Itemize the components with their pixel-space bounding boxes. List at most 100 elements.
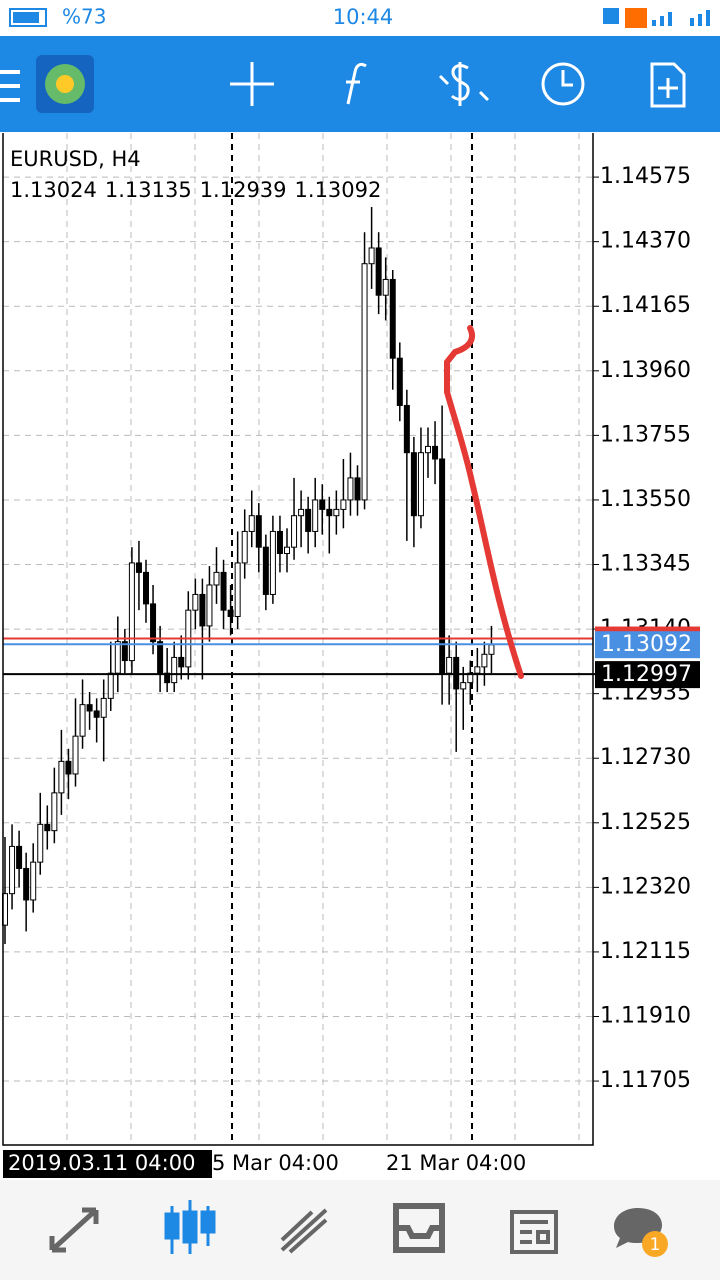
candle-body — [72, 735, 79, 775]
hand-drawing — [444, 325, 524, 679]
candle-body — [488, 644, 495, 655]
candle-body — [333, 508, 340, 517]
new-order-plus — [658, 78, 678, 98]
candle-body — [403, 404, 410, 454]
candle-body — [37, 823, 44, 863]
candle-body — [460, 682, 467, 690]
quotes-tab[interactable] — [49, 1207, 99, 1253]
candle-body — [171, 656, 178, 684]
candle-body — [382, 278, 389, 296]
candle-body — [135, 562, 142, 573]
chat-badge — [642, 1231, 668, 1257]
signal-icons — [652, 10, 710, 26]
clock: 10:44 — [333, 5, 394, 29]
candle-body — [262, 546, 269, 595]
y-tick-label: 1.13550 — [600, 487, 691, 512]
candle-body — [417, 452, 424, 517]
candle-body — [305, 508, 312, 532]
candle-body — [340, 499, 347, 510]
mt4-logo-center — [56, 75, 74, 93]
toolbar — [0, 36, 720, 132]
candle-body — [44, 823, 51, 832]
new-order-button[interactable] — [650, 62, 686, 108]
crosshair-button[interactable] — [230, 62, 274, 106]
toolbar-bg — [0, 36, 720, 132]
candle-body — [255, 515, 262, 548]
candle-body — [114, 641, 121, 674]
x-label: 5 Mar 04:00 — [212, 1151, 339, 1175]
chat-badge-count: 1 — [650, 1235, 661, 1255]
indicators-button[interactable] — [346, 62, 367, 105]
y-tick-label: 1.14575 — [600, 164, 691, 189]
cursor-time-bg — [3, 1150, 212, 1178]
menu-button[interactable] — [0, 70, 20, 102]
candle-body — [93, 710, 100, 718]
orange-icon — [625, 8, 647, 28]
symbol: EURUSD, H4 — [10, 147, 141, 171]
ohlc-value: 1.12939 — [200, 178, 287, 202]
candle-body — [121, 641, 128, 662]
battery-text: %73 — [62, 5, 106, 29]
candle-body — [248, 515, 255, 532]
level-label: 1.12997 — [601, 662, 692, 687]
y-tick-label: 1.13345 — [600, 552, 691, 577]
candle-body — [396, 357, 403, 406]
candle-body — [354, 477, 361, 501]
y-tick-label: 1.14165 — [600, 293, 691, 318]
candle-body — [481, 653, 488, 668]
ohlc-value: 1.13092 — [295, 178, 382, 202]
candle-body — [58, 760, 65, 794]
bid-label-bg — [595, 631, 700, 659]
y-tick-label: 1.12525 — [600, 810, 691, 835]
status-bar: %73 10:44 — [9, 5, 710, 29]
candle-body — [361, 263, 368, 501]
bottom-nav-bg — [0, 1180, 720, 1280]
candle-body — [157, 641, 164, 674]
candle-body — [199, 593, 206, 627]
level-label-bg — [595, 661, 700, 689]
candles — [2, 207, 495, 945]
candle-body — [298, 508, 305, 517]
candle-body — [312, 499, 319, 532]
trade-tab[interactable] — [280, 1208, 328, 1254]
candle-body — [51, 792, 58, 832]
candle-body — [143, 571, 149, 605]
ohlc-value: 1.13135 — [105, 178, 192, 202]
candle-body — [30, 861, 37, 901]
candle-body — [326, 508, 333, 517]
candle-body — [86, 704, 93, 712]
candle-body — [425, 445, 431, 454]
chart-tab[interactable] — [164, 1200, 216, 1254]
trade-button[interactable] — [438, 62, 490, 106]
candle-body — [65, 760, 72, 775]
candle-body — [375, 247, 382, 296]
candle-body — [241, 530, 248, 564]
ohlc: 1.13024 1.13135 1.12939 1.13092 — [10, 178, 381, 202]
candle-body — [432, 445, 439, 460]
candle-body — [368, 247, 375, 265]
y-tick-label: 1.12320 — [600, 874, 691, 899]
y-tick-label: 1.12115 — [600, 939, 691, 964]
candle-body — [291, 515, 298, 548]
battery-icon — [9, 8, 47, 27]
candle-body — [192, 593, 199, 611]
candle-body — [347, 477, 354, 501]
candle-body — [9, 845, 16, 895]
candle-body — [213, 571, 220, 586]
timeframe-button[interactable] — [541, 62, 585, 106]
candle-body — [220, 571, 227, 611]
price-lines — [3, 637, 700, 676]
candle-body — [206, 584, 213, 627]
chart: 1.14575 1.14370 1.14165 1.13960 1.13755 1.135… — [2, 133, 700, 1178]
news-tab[interactable] — [510, 1210, 558, 1254]
candle-body — [107, 672, 114, 699]
clock-hands — [561, 70, 573, 87]
candle-body — [79, 704, 86, 737]
cursor-time: 2019.03.11 04:00 — [8, 1151, 195, 1175]
y-tick-label: 1.13755 — [600, 422, 691, 447]
history-tab[interactable] — [393, 1203, 445, 1253]
y-tick-label: 1.11705 — [600, 1068, 691, 1093]
candle-body — [128, 562, 135, 662]
candle-body — [150, 603, 157, 643]
